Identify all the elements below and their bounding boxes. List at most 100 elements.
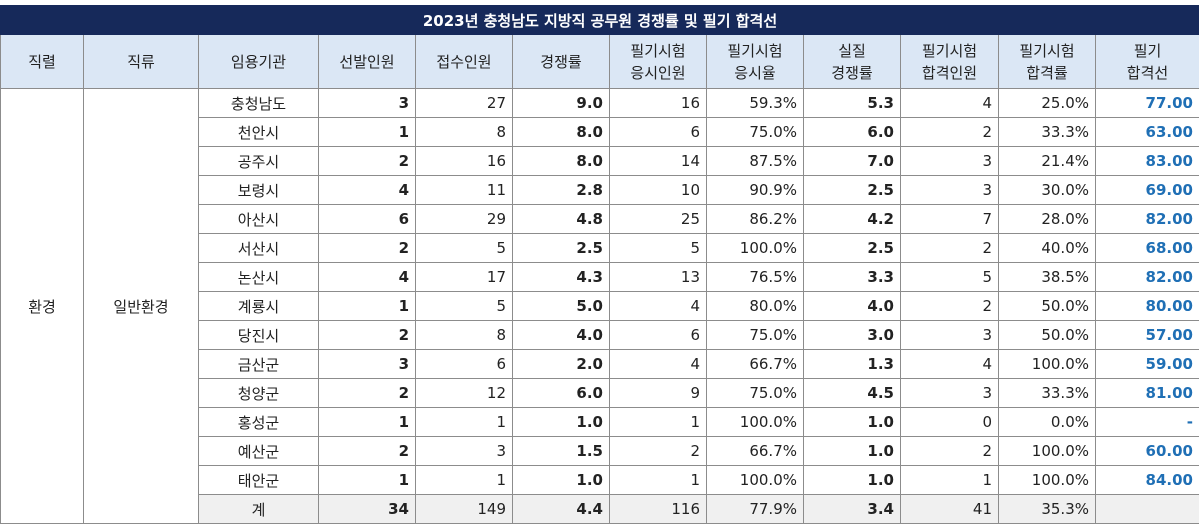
- cell-passers: 3: [900, 378, 999, 408]
- cell-agency: 청양군: [198, 378, 319, 408]
- cell-ratio: 1.0: [512, 465, 610, 495]
- cell-ratio: 2.8: [512, 175, 610, 205]
- cell-selected: 4: [318, 262, 416, 292]
- cell-agency: 보령시: [198, 175, 319, 205]
- cell-cutline: 82.00: [1095, 262, 1199, 292]
- cell-pass-rate: 28.0%: [998, 204, 1096, 234]
- cell-real-ratio: 4.5: [803, 378, 901, 408]
- cell-ratio: 4.0: [512, 320, 610, 350]
- header-real-ratio-line1: 실질: [838, 41, 866, 60]
- total-ratio: 4.4: [512, 494, 610, 524]
- cell-selected: 4: [318, 175, 416, 205]
- cell-passers: 2: [900, 117, 999, 147]
- table-row: 청양군 2 12 6.0 9 75.0% 4.5 3 33.3% 81.00: [1, 378, 1199, 408]
- header-exam-rate-line1: 필기시험: [727, 41, 783, 60]
- cell-takers: 4: [609, 349, 707, 379]
- cell-real-ratio: 2.5: [803, 175, 901, 205]
- header-exam-takers-line2: 응시인원: [630, 63, 686, 82]
- cell-agency: 아산시: [198, 204, 319, 234]
- cell-ratio: 1.0: [512, 407, 610, 437]
- cell-applied: 12: [415, 378, 513, 408]
- header-passers: 필기시험 합격인원: [900, 34, 999, 89]
- cell-passers: 3: [900, 175, 999, 205]
- cell-passers: 7: [900, 204, 999, 234]
- title-row: 2023년 충청남도 지방직 공무원 경쟁률 및 필기 합격선: [0, 5, 1199, 35]
- cell-cutline: 59.00: [1095, 349, 1199, 379]
- total-agency: 계: [198, 494, 319, 524]
- cell-pass-rate: 21.4%: [998, 146, 1096, 176]
- header-pass-rate-line2: 합격률: [1026, 63, 1068, 82]
- table-row: 금산군 3 6 2.0 4 66.7% 1.3 4 100.0% 59.00: [1, 349, 1199, 379]
- cell-pass-rate: 50.0%: [998, 291, 1096, 321]
- table-row: 예산군 2 3 1.5 2 66.7% 1.0 2 100.0% 60.00: [1, 436, 1199, 466]
- cell-selected: 6: [318, 204, 416, 234]
- cell-passers: 1: [900, 465, 999, 495]
- cell-selected: 2: [318, 233, 416, 263]
- cell-pass-rate: 0.0%: [998, 407, 1096, 437]
- header-real-ratio-line2: 경쟁률: [831, 63, 873, 82]
- total-pass-rate: 35.3%: [998, 494, 1096, 524]
- cell-pass-rate: 33.3%: [998, 117, 1096, 147]
- cell-applied: 1: [415, 407, 513, 437]
- cell-cutline: 77.00: [1095, 88, 1199, 118]
- cell-passers: 3: [900, 320, 999, 350]
- cell-agency: 서산시: [198, 233, 319, 263]
- table-row: 홍성군 1 1 1.0 1 100.0% 1.0 0 0.0% -: [1, 407, 1199, 437]
- cell-pass-rate: 33.3%: [998, 378, 1096, 408]
- header-exam-takers-line1: 필기시험: [630, 41, 686, 60]
- table-row: 당진시 2 8 4.0 6 75.0% 3.0 3 50.0% 57.00: [1, 320, 1199, 350]
- cell-takers: 14: [609, 146, 707, 176]
- cell-takers: 9: [609, 378, 707, 408]
- cell-selected: 3: [318, 349, 416, 379]
- cell-takers: 16: [609, 88, 707, 118]
- cell-applied: 6: [415, 349, 513, 379]
- header-pass-rate-line1: 필기시험: [1019, 41, 1075, 60]
- table-row: 서산시 2 5 2.5 5 100.0% 2.5 2 40.0% 68.00: [1, 233, 1199, 263]
- cell-agency: 천안시: [198, 117, 319, 147]
- cell-takers: 6: [609, 117, 707, 147]
- cell-applied: 16: [415, 146, 513, 176]
- cell-cutline: 84.00: [1095, 465, 1199, 495]
- cell-cutline: 63.00: [1095, 117, 1199, 147]
- cell-applied: 17: [415, 262, 513, 292]
- cell-take-rate: 75.0%: [706, 117, 804, 147]
- cell-takers: 5: [609, 233, 707, 263]
- cell-applied: 5: [415, 291, 513, 321]
- cell-take-rate: 86.2%: [706, 204, 804, 234]
- cell-real-ratio: 3.3: [803, 262, 901, 292]
- cell-takers: 13: [609, 262, 707, 292]
- cell-takers: 4: [609, 291, 707, 321]
- cell-real-ratio: 1.0: [803, 436, 901, 466]
- cell-selected: 2: [318, 320, 416, 350]
- cell-takers: 25: [609, 204, 707, 234]
- cell-selected: 1: [318, 407, 416, 437]
- header-applied: 접수인원: [415, 34, 513, 89]
- cell-take-rate: 80.0%: [706, 291, 804, 321]
- cell-agency: 계룡시: [198, 291, 319, 321]
- cell-passers: 3: [900, 146, 999, 176]
- cell-real-ratio: 3.0: [803, 320, 901, 350]
- cell-ratio: 4.3: [512, 262, 610, 292]
- cell-take-rate: 75.0%: [706, 320, 804, 350]
- cell-cutline: 69.00: [1095, 175, 1199, 205]
- header-passers-line1: 필기시험: [921, 41, 978, 60]
- cell-take-rate: 87.5%: [706, 146, 804, 176]
- cell-ratio: 5.0: [512, 291, 610, 321]
- cell-passers: 2: [900, 436, 999, 466]
- cell-pass-rate: 50.0%: [998, 320, 1096, 350]
- cell-applied: 29: [415, 204, 513, 234]
- cell-cutline: 57.00: [1095, 320, 1199, 350]
- cell-take-rate: 100.0%: [706, 233, 804, 263]
- cell-ratio: 2.0: [512, 349, 610, 379]
- cell-real-ratio: 4.2: [803, 204, 901, 234]
- cell-pass-rate: 100.0%: [998, 436, 1096, 466]
- cell-take-rate: 75.0%: [706, 378, 804, 408]
- total-row: 계 34 149 4.4 116 77.9% 3.4 41 35.3%: [1, 494, 1199, 524]
- cell-pass-rate: 100.0%: [998, 465, 1096, 495]
- cell-passers: 5: [900, 262, 999, 292]
- cell-passers: 2: [900, 291, 999, 321]
- table-row: 논산시 4 17 4.3 13 76.5% 3.3 5 38.5% 82.00: [1, 262, 1199, 292]
